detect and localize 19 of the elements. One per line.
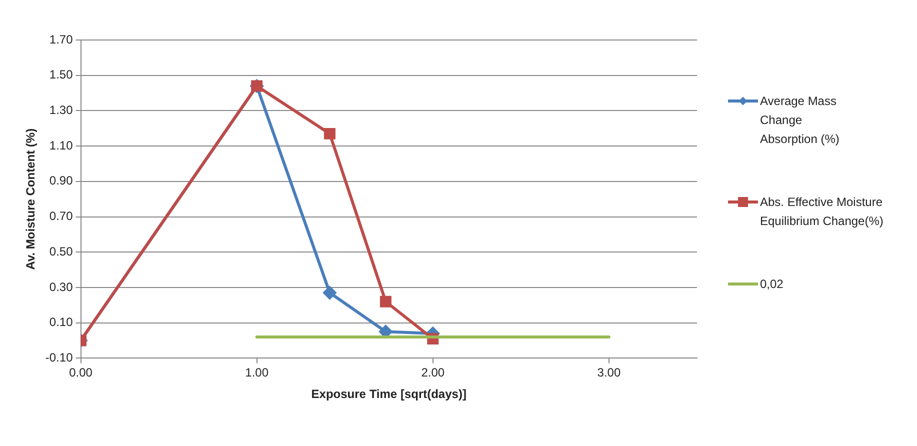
legend-label: 0,02 bbox=[760, 276, 784, 293]
y-tick-label: 0.50 bbox=[49, 244, 74, 258]
x-tick-label: 0.00 bbox=[69, 366, 93, 380]
y-tick-label: -0.10 bbox=[45, 350, 74, 365]
y-tick-label: 1.30 bbox=[49, 103, 74, 118]
x-tick-label: 3.00 bbox=[597, 366, 621, 380]
legend-label: Abs. Effective Moisture Equilibrium Change(%) bbox=[760, 194, 884, 230]
y-tick-label: 0.70 bbox=[49, 209, 74, 224]
y-tick-label: 1.10 bbox=[49, 138, 74, 152]
y-tick-label: 0.90 bbox=[49, 174, 74, 188]
y-tick-label: 0.30 bbox=[49, 280, 74, 294]
x-axis-title: Exposure Time [sqrt(days)] bbox=[311, 387, 466, 402]
legend-label: Average Mass Change Absorption (%) bbox=[760, 93, 840, 148]
y-tick-label: 0.10 bbox=[49, 315, 74, 330]
y-tick-label: 1.70 bbox=[49, 32, 74, 46]
x-tick-label: 1.00 bbox=[245, 366, 269, 380]
x-tick-label: 2.00 bbox=[421, 366, 445, 380]
y-axis-title: Av. Moisture Content (%) bbox=[24, 128, 38, 270]
y-tick-label: 1.50 bbox=[49, 68, 74, 82]
